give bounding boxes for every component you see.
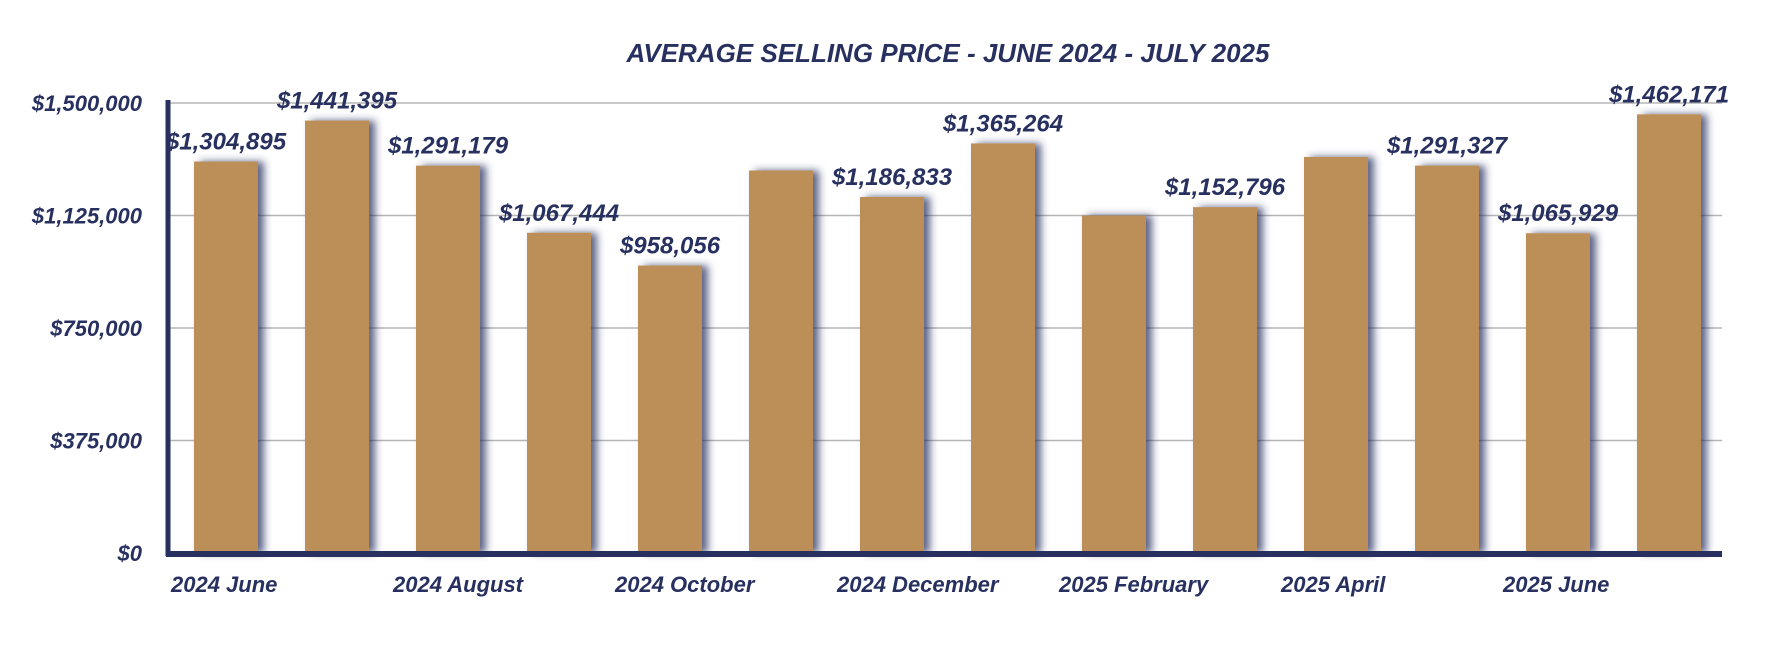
y-tick-label: $375,000 <box>49 429 143 454</box>
chart-title: AVERAGE SELLING PRICE - JUNE 2024 - JULY… <box>626 38 1271 68</box>
data-label: $1,291,327 <box>1386 133 1509 160</box>
bar <box>527 232 591 554</box>
bar <box>1082 215 1146 553</box>
x-tick-label: 2025 April <box>1280 572 1386 597</box>
x-tick-label: 2025 February <box>1058 572 1210 597</box>
data-label: $1,441,395 <box>276 88 398 115</box>
x-axis-tick-labels: 2024 June 2024 August 2024 October 2024 Dec… <box>170 572 1609 597</box>
y-axis-tick-labels: $0 $375,000 $750,000 $1,125,000 $1,500,000 <box>31 91 143 566</box>
x-tick-label: 2025 June <box>1502 572 1609 597</box>
data-label: $1,365,264 <box>942 110 1063 137</box>
bar <box>860 196 924 553</box>
bar <box>305 120 369 554</box>
data-label: $1,065,929 <box>1497 200 1619 227</box>
bar <box>749 170 813 553</box>
bar <box>638 265 702 553</box>
x-tick-label: 2024 October <box>614 572 756 597</box>
data-label: $1,291,179 <box>387 133 509 160</box>
y-tick-label: $750,000 <box>49 316 143 341</box>
x-tick-label: 2024 August <box>392 572 525 597</box>
y-tick-label: $0 <box>117 541 143 566</box>
bar <box>1193 207 1257 553</box>
data-labels: $1,304,895 $1,441,395 $1,291,179 $1,067,444… <box>165 81 1729 259</box>
data-label: $1,304,895 <box>165 129 287 156</box>
bar <box>1637 114 1701 554</box>
bar <box>194 161 258 553</box>
data-label: $1,462,171 <box>1608 81 1729 108</box>
bar <box>1526 233 1590 553</box>
y-tick-label: $1,125,000 <box>31 204 143 229</box>
data-label: $1,067,444 <box>498 200 619 227</box>
x-tick-label: 2024 December <box>836 572 1000 597</box>
data-label: $958,056 <box>619 233 721 260</box>
bar <box>1415 165 1479 553</box>
x-tick-label: 2024 June <box>170 572 277 597</box>
bars <box>194 114 1701 554</box>
data-label: $1,186,833 <box>831 164 953 191</box>
bar <box>1304 157 1368 553</box>
data-label: $1,152,796 <box>1164 174 1286 201</box>
bar <box>971 143 1035 553</box>
bar <box>416 165 480 553</box>
y-tick-label: $1,500,000 <box>31 91 143 116</box>
